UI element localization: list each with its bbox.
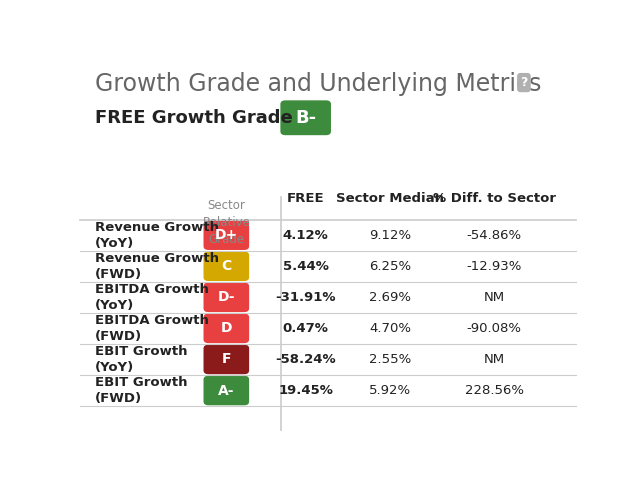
Text: -12.93%: -12.93% bbox=[467, 260, 522, 273]
Text: 9.12%: 9.12% bbox=[369, 229, 411, 242]
Text: ?: ? bbox=[520, 76, 527, 89]
Text: D-: D- bbox=[218, 290, 235, 305]
Text: -90.08%: -90.08% bbox=[467, 322, 522, 335]
Text: D: D bbox=[221, 321, 232, 336]
Text: EBIT Growth
(YoY): EBIT Growth (YoY) bbox=[95, 345, 188, 374]
Text: 5.44%: 5.44% bbox=[283, 260, 328, 273]
Text: EBIT Growth
(FWD): EBIT Growth (FWD) bbox=[95, 376, 188, 405]
FancyBboxPatch shape bbox=[204, 345, 249, 374]
Text: C: C bbox=[221, 259, 232, 273]
Text: 2.69%: 2.69% bbox=[369, 291, 411, 304]
Text: Revenue Growth
(FWD): Revenue Growth (FWD) bbox=[95, 252, 219, 281]
Text: 4.12%: 4.12% bbox=[283, 229, 328, 242]
Text: NM: NM bbox=[484, 353, 505, 366]
Text: D+: D+ bbox=[215, 228, 238, 242]
FancyBboxPatch shape bbox=[280, 100, 331, 135]
Text: Sector Median: Sector Median bbox=[336, 191, 444, 205]
Text: B-: B- bbox=[295, 109, 316, 127]
Text: F: F bbox=[221, 352, 231, 367]
FancyBboxPatch shape bbox=[204, 282, 249, 312]
Text: FREE Growth Grade: FREE Growth Grade bbox=[95, 109, 292, 127]
FancyBboxPatch shape bbox=[204, 313, 249, 343]
Text: % Diff. to Sector: % Diff. to Sector bbox=[433, 191, 556, 205]
Text: -31.91%: -31.91% bbox=[275, 291, 336, 304]
Text: A-: A- bbox=[218, 384, 235, 398]
Text: Growth Grade and Underlying Metrics: Growth Grade and Underlying Metrics bbox=[95, 72, 541, 96]
FancyBboxPatch shape bbox=[204, 376, 249, 405]
Text: Sector
Relative
Grade: Sector Relative Grade bbox=[202, 199, 250, 246]
Text: -54.86%: -54.86% bbox=[467, 229, 522, 242]
Text: 0.47%: 0.47% bbox=[283, 322, 328, 335]
Text: 19.45%: 19.45% bbox=[278, 384, 333, 397]
Text: 2.55%: 2.55% bbox=[369, 353, 411, 366]
Text: 6.25%: 6.25% bbox=[369, 260, 411, 273]
Text: Revenue Growth
(YoY): Revenue Growth (YoY) bbox=[95, 221, 219, 250]
Text: NM: NM bbox=[484, 291, 505, 304]
Text: -58.24%: -58.24% bbox=[275, 353, 336, 366]
Text: FREE: FREE bbox=[287, 191, 324, 205]
Text: EBITDA Growth
(YoY): EBITDA Growth (YoY) bbox=[95, 283, 209, 312]
Text: 228.56%: 228.56% bbox=[465, 384, 524, 397]
Text: 4.70%: 4.70% bbox=[369, 322, 411, 335]
Text: EBITDA Growth
(FWD): EBITDA Growth (FWD) bbox=[95, 314, 209, 343]
FancyBboxPatch shape bbox=[204, 251, 249, 281]
Text: 5.92%: 5.92% bbox=[369, 384, 411, 397]
FancyBboxPatch shape bbox=[204, 220, 249, 250]
